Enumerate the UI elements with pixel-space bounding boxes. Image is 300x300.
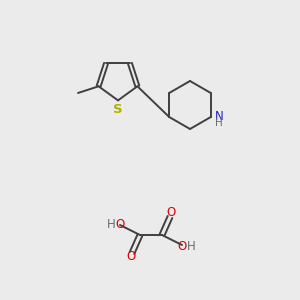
Text: H: H (215, 118, 223, 128)
Text: O: O (177, 239, 187, 253)
Text: O: O (116, 218, 124, 230)
Text: O: O (126, 250, 136, 263)
Text: S: S (113, 103, 123, 116)
Text: O: O (167, 206, 176, 220)
Text: H: H (187, 239, 195, 253)
Text: N: N (215, 110, 224, 122)
Text: H: H (106, 218, 116, 232)
